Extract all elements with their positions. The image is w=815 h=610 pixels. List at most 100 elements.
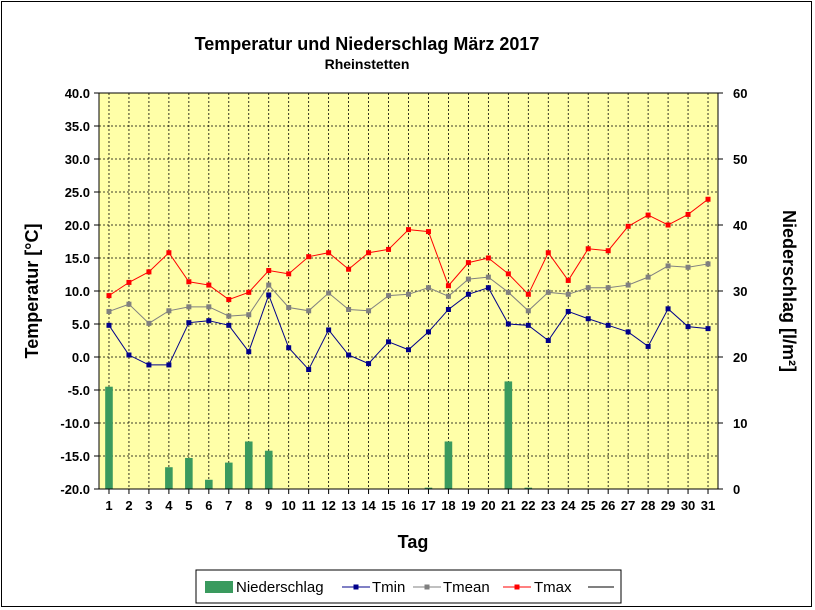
point-tmax xyxy=(445,283,451,289)
point-tmax xyxy=(186,279,192,285)
y-left-tick-label: -15.0 xyxy=(60,449,90,464)
y-left-tick-label: 30.0 xyxy=(65,152,90,167)
point-tmin xyxy=(286,345,292,351)
point-tmean xyxy=(286,305,292,310)
bar-niederschlag xyxy=(444,441,453,489)
point-tmean xyxy=(386,293,392,299)
point-tmean xyxy=(186,304,192,310)
x-tick-label: 22 xyxy=(521,498,535,513)
point-tmean xyxy=(685,264,691,270)
point-tmax xyxy=(206,282,212,288)
point-tmean xyxy=(545,289,551,295)
point-tmean xyxy=(525,308,531,314)
point-tmean xyxy=(565,291,571,297)
point-tmean xyxy=(166,308,172,314)
point-tmax xyxy=(585,246,591,252)
legend-swatch-niederschlag xyxy=(205,581,233,593)
point-tmax xyxy=(126,279,132,285)
bar-niederschlag xyxy=(424,487,433,489)
point-tmax xyxy=(545,250,551,256)
point-tmin xyxy=(485,285,491,291)
x-tick-label: 10 xyxy=(281,498,295,513)
point-tmean xyxy=(505,289,511,295)
point-tmean xyxy=(146,320,152,326)
point-tmin xyxy=(126,352,132,358)
x-tick-label: 7 xyxy=(225,498,232,513)
x-tick-label: 9 xyxy=(265,498,272,513)
legend-label-tmax: Tmax xyxy=(534,579,572,596)
y-right-tick-label: 0 xyxy=(733,482,740,497)
legend-label-niederschlag: Niederschlag xyxy=(236,579,324,596)
point-tmean xyxy=(126,301,132,307)
x-tick-label: 25 xyxy=(581,498,595,513)
temperature-lines xyxy=(106,196,711,373)
bar-niederschlag xyxy=(244,441,253,489)
y-left-tick-label: 15.0 xyxy=(65,251,90,266)
x-tick-label: 21 xyxy=(501,498,515,513)
point-tmax xyxy=(246,289,252,295)
x-tick-label: 2 xyxy=(125,498,132,513)
point-tmean xyxy=(106,308,112,314)
y-left-tick-label: 35.0 xyxy=(65,119,90,134)
point-tmax xyxy=(266,268,272,274)
point-tmin xyxy=(226,322,232,328)
point-tmin xyxy=(525,322,531,328)
point-tmin xyxy=(366,361,372,367)
point-tmax xyxy=(525,291,531,297)
x-tick-label: 6 xyxy=(205,498,212,513)
y-left-tick-label: 10.0 xyxy=(65,284,90,299)
point-tmin xyxy=(425,329,431,335)
point-tmax xyxy=(505,271,511,277)
x-tick-label: 4 xyxy=(165,498,173,513)
x-tick-label: 19 xyxy=(461,498,475,513)
legend-marker-tmean xyxy=(424,584,430,590)
x-tick-label: 16 xyxy=(401,498,415,513)
bar-niederschlag xyxy=(185,457,193,489)
y-left-tick-label: 5.0 xyxy=(72,317,90,332)
y-left-tick-label: 20.0 xyxy=(65,218,90,233)
y-axis-left-title: Temperatur [°C] xyxy=(22,224,42,359)
y-left-tick-label: -10.0 xyxy=(60,416,90,431)
y-right-tick-label: 40 xyxy=(733,218,747,233)
y-left-tick-label: 0.0 xyxy=(72,350,90,365)
x-tick-label: 30 xyxy=(681,498,695,513)
point-tmean xyxy=(306,308,312,314)
bar-niederschlag xyxy=(524,487,533,489)
x-tick-label: 31 xyxy=(701,498,715,513)
point-tmean xyxy=(346,306,352,312)
bar-niederschlag xyxy=(504,381,513,489)
point-tmean xyxy=(326,290,332,296)
point-tmax xyxy=(685,211,691,217)
y-right-tick-label: 50 xyxy=(733,152,747,167)
point-tmax xyxy=(306,254,312,260)
x-tick-label: 28 xyxy=(641,498,655,513)
legend: Niederschlag Tmin Tmean Tmax xyxy=(195,569,622,604)
point-tmean xyxy=(465,276,471,282)
bar-niederschlag xyxy=(165,467,173,489)
point-tmax xyxy=(226,297,232,303)
point-tmin xyxy=(705,326,711,332)
point-tmin xyxy=(625,329,631,335)
point-tmin xyxy=(665,306,671,312)
bar-niederschlag xyxy=(264,450,273,489)
point-tmax xyxy=(106,293,112,299)
point-tmin xyxy=(565,308,571,314)
point-tmax xyxy=(346,266,352,272)
point-tmin xyxy=(505,321,511,327)
x-axis-title: Tag xyxy=(398,532,429,552)
point-tmin xyxy=(685,324,691,330)
legend-marker-tmin xyxy=(353,584,359,590)
chart-title: Temperatur und Niederschlag März 2017 xyxy=(195,34,540,54)
point-tmin xyxy=(146,362,152,368)
point-tmax xyxy=(425,229,431,235)
point-tmax xyxy=(406,227,411,233)
x-tick-label: 26 xyxy=(601,498,615,513)
point-tmin xyxy=(465,291,471,297)
point-tmean xyxy=(585,285,591,291)
bar-niederschlag xyxy=(105,386,113,489)
chart-subtitle: Rheinstetten xyxy=(325,56,410,72)
point-tmean xyxy=(425,285,431,291)
x-tick-label: 27 xyxy=(621,498,635,513)
x-tick-label: 13 xyxy=(341,498,355,513)
x-tick-label: 18 xyxy=(441,498,455,513)
